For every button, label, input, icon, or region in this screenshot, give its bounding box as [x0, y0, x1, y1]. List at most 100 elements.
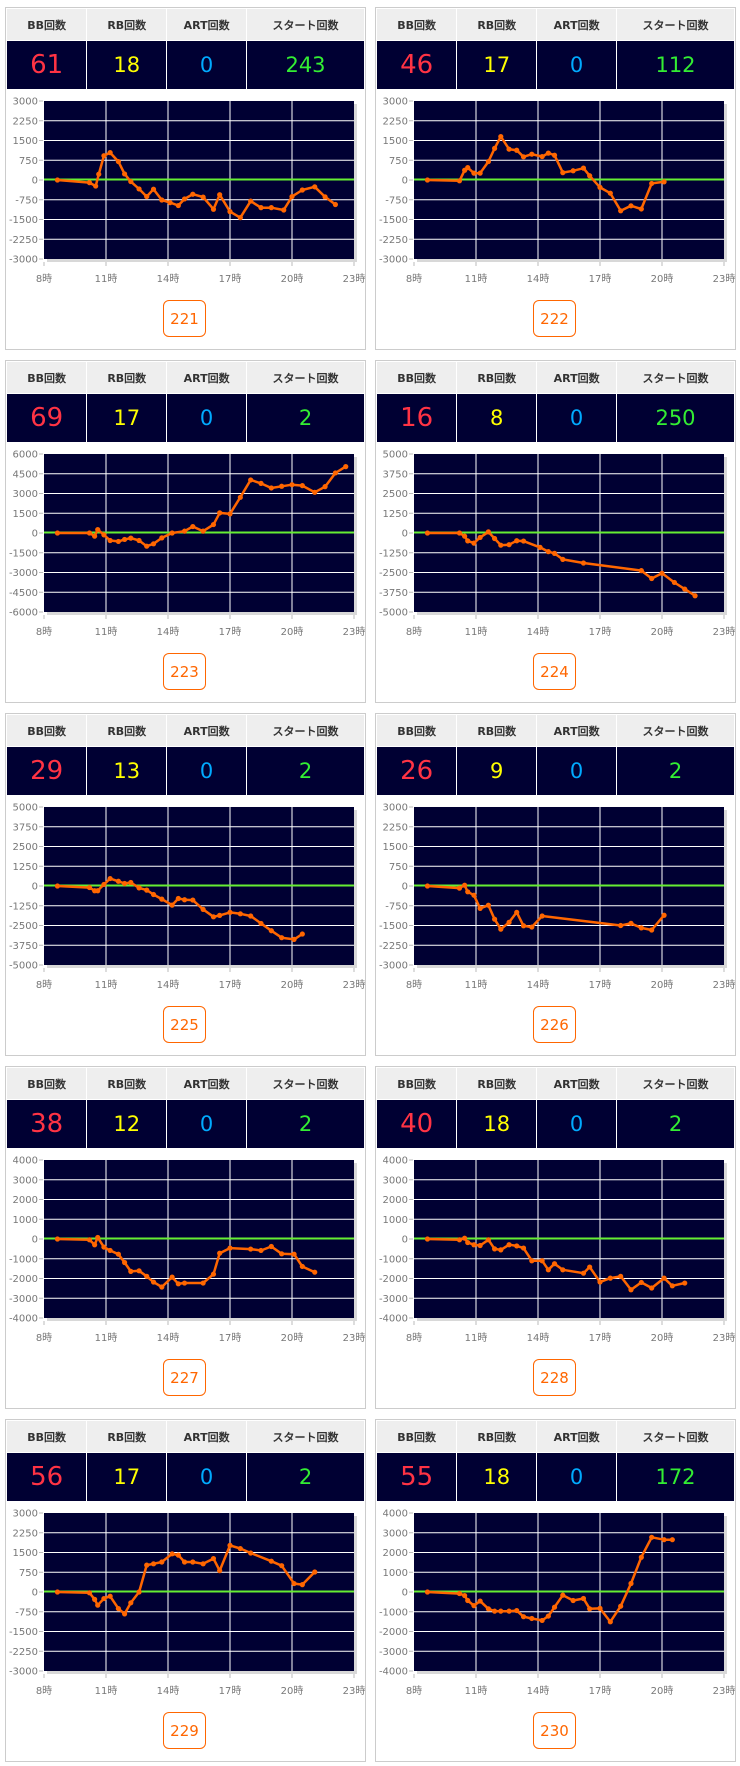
header-rb: RB回数: [86, 9, 168, 41]
header-art: ART回数: [536, 362, 617, 394]
y-tick-label: 3000: [383, 1528, 408, 1539]
y-tick-label: -2250: [379, 941, 408, 952]
data-point: [465, 538, 471, 544]
y-tick-label: -3000: [9, 1667, 38, 1678]
art-count: 0: [536, 746, 617, 795]
data-point: [485, 529, 491, 535]
data-point: [248, 477, 254, 483]
y-tick-label: 0: [32, 882, 38, 893]
machine-number-button[interactable]: 224: [533, 653, 576, 690]
data-point: [268, 928, 274, 934]
y-tick-label: -2250: [9, 1647, 38, 1658]
y-tick-label: -2000: [379, 1274, 408, 1285]
slump-chart: 3000 2250 1500 750 0 -750 -1500 -2250 -3000 8時 11時…: [379, 803, 735, 992]
data-point: [580, 560, 587, 566]
data-point: [122, 880, 128, 887]
data-point: [649, 1534, 655, 1540]
data-point: [175, 1281, 181, 1287]
data-point: [181, 196, 188, 202]
data-point: [248, 1246, 254, 1252]
data-point: [107, 1593, 113, 1599]
series-line: [57, 877, 303, 941]
y-tick-label: -3000: [379, 1294, 408, 1305]
slump-chart: 6000 4500 3000 1500 0 -1500 -3000 -4500 -6000 8時 1…: [9, 450, 366, 639]
data-point: [54, 530, 61, 536]
data-point: [150, 891, 157, 898]
x-tick-label: 23時: [343, 626, 366, 638]
data-point: [144, 193, 150, 200]
data-point: [107, 1247, 113, 1254]
y-tick-label: 1500: [13, 509, 38, 520]
x-tick-label: 14時: [527, 626, 550, 638]
data-point: [506, 1242, 512, 1248]
data-point: [628, 1580, 634, 1587]
data-point: [465, 1239, 471, 1246]
bb-count: 16: [377, 393, 458, 442]
data-point: [597, 1605, 603, 1611]
header-rb: RB回数: [86, 1421, 168, 1453]
data-point: [587, 173, 593, 179]
data-point: [529, 924, 535, 930]
data-point: [312, 489, 318, 495]
data-point: [159, 1284, 165, 1290]
x-tick-label: 17時: [219, 626, 242, 638]
data-point: [150, 1279, 157, 1285]
data-point: [462, 1592, 468, 1599]
data-point: [597, 1279, 603, 1285]
data-point: [462, 882, 468, 888]
machine-number-button[interactable]: 228: [533, 1359, 576, 1396]
machine-panel: BB回数 RB回数 ART回数 スタート回数 46 17 0 112 3000 2…: [375, 7, 736, 350]
data-point: [128, 535, 134, 541]
y-tick-label: -4000: [379, 1314, 408, 1325]
y-tick-label: 750: [19, 156, 38, 167]
machine-number-button[interactable]: 223: [163, 653, 206, 690]
data-point: [268, 1243, 274, 1250]
data-point: [144, 543, 150, 549]
data-point: [312, 184, 318, 190]
header-start: スタート回数: [616, 9, 734, 41]
machine-number-button[interactable]: 222: [533, 300, 576, 337]
machine-number-button[interactable]: 221: [163, 300, 206, 337]
header-rb: RB回数: [86, 715, 168, 747]
data-point: [268, 1558, 274, 1564]
data-point: [477, 1598, 483, 1604]
x-tick-label: 14時: [527, 273, 550, 285]
bb-count: 38: [7, 1099, 88, 1148]
x-tick-label: 20時: [281, 273, 304, 285]
y-tick-label: -1500: [9, 1627, 38, 1638]
data-point: [498, 1247, 504, 1253]
data-point: [618, 1603, 624, 1609]
data-point: [539, 1258, 545, 1264]
y-tick-label: -1250: [379, 548, 408, 559]
data-point: [649, 927, 655, 933]
y-tick-label: -750: [15, 1607, 38, 1618]
data-point: [175, 202, 181, 209]
data-point: [136, 186, 142, 192]
rb-count: 8: [456, 393, 538, 442]
slump-chart: 4000 3000 2000 1000 0 -1000 -2000 -3000 -4000 8時 1…: [9, 1156, 365, 1345]
data-point: [471, 892, 477, 898]
data-point: [248, 198, 254, 204]
machine-number-button[interactable]: 227: [163, 1359, 206, 1396]
slump-chart: 3000 2250 1500 750 0 -750 -1500 -2250 -3000 8時 11時…: [379, 97, 735, 286]
machine-number-button[interactable]: 229: [163, 1712, 206, 1749]
data-point: [279, 1563, 285, 1569]
data-point: [128, 1600, 134, 1606]
x-tick-label: 11時: [95, 1685, 118, 1697]
header-rb: RB回数: [456, 362, 538, 394]
machine-number-button[interactable]: 226: [533, 1006, 576, 1043]
machine-number-button[interactable]: 230: [533, 1712, 576, 1749]
y-tick-label: 6000: [13, 450, 38, 461]
y-tick-label: -3000: [9, 255, 38, 266]
data-point: [485, 158, 491, 165]
data-point: [237, 215, 243, 221]
header-rb: RB回数: [86, 1068, 168, 1100]
slump-chart: 4000 3000 2000 1000 0 -1000 -2000 -3000 -4000 8時 1…: [379, 1156, 735, 1345]
x-tick-label: 8時: [36, 626, 52, 638]
machine-number-button[interactable]: 225: [163, 1006, 206, 1043]
data-point: [107, 537, 113, 544]
art-count: 0: [536, 40, 617, 89]
y-tick-label: 750: [389, 862, 408, 873]
data-point: [101, 532, 107, 538]
y-tick-label: 2250: [13, 116, 38, 127]
